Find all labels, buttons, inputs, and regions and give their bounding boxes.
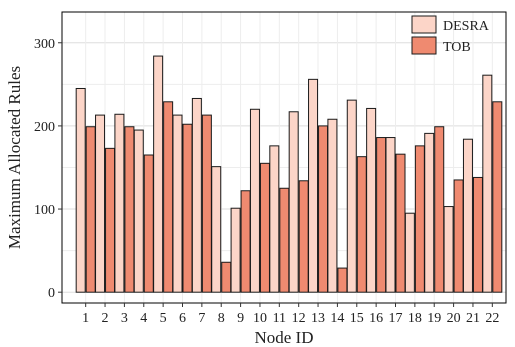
bar-tob-5 [163, 101, 174, 293]
bar-tob-2 [105, 147, 116, 293]
x-axis-label: Node ID [254, 328, 313, 347]
bar-tob-15 [356, 156, 367, 293]
bar-tob-1 [85, 126, 96, 293]
x-tick-label: 21 [466, 311, 480, 326]
legend-swatch-desra [411, 15, 437, 34]
bar-tob-7 [201, 114, 212, 293]
bar-tob-11 [279, 187, 290, 293]
x-tick-label: 17 [389, 311, 403, 326]
bar-desra-9 [230, 207, 241, 293]
y-tick-label: 100 [34, 203, 55, 218]
x-tick-label: 22 [485, 311, 499, 326]
y-tick-label: 0 [48, 286, 55, 301]
bar-tob-10 [259, 162, 270, 293]
bar-desra-2 [95, 114, 106, 293]
x-tick-label: 3 [121, 311, 128, 326]
x-tick-label: 5 [160, 311, 167, 326]
bar-tob-19 [434, 126, 445, 293]
x-tick-label: 19 [427, 311, 441, 326]
x-axis-ticks: 1 2 3 4 5 6 7 8 9 10 11 12 13 14 15 16 17 18 19 20 21 22 [82, 303, 499, 326]
legend-swatch-tob [411, 36, 437, 55]
y-axis-label: Maximum Allocated Rules [5, 66, 24, 249]
bar-desra-20 [443, 206, 454, 293]
y-tick-label: 200 [34, 120, 55, 135]
bar-tob-6 [182, 123, 193, 293]
bar-desra-6 [172, 114, 183, 293]
x-tick-label: 20 [447, 311, 461, 326]
bar-desra-17 [385, 137, 396, 293]
x-tick-label: 14 [330, 311, 344, 326]
bar-tob-8 [221, 261, 232, 293]
legend-label-tob: TOB [443, 40, 471, 55]
bar-tob-16 [376, 137, 387, 293]
x-tick-label: 2 [102, 311, 109, 326]
bar-tob-18 [414, 145, 425, 293]
bar-desra-16 [366, 107, 377, 293]
legend: DESRA TOB [411, 15, 490, 55]
bar-desra-11 [269, 145, 280, 293]
bar-tob-20 [453, 179, 464, 293]
bar-desra-22 [482, 74, 493, 293]
x-tick-label: 10 [253, 311, 267, 326]
y-tick-label: 300 [34, 37, 55, 52]
bar-tob-14 [337, 267, 348, 293]
bar-desra-8 [211, 166, 222, 293]
bar-tob-12 [298, 180, 309, 293]
bar-desra-3 [114, 113, 125, 293]
bar-desra-18 [404, 212, 415, 293]
x-tick-label: 15 [350, 311, 364, 326]
bar-desra-5 [153, 55, 164, 293]
x-tick-label: 13 [311, 311, 325, 326]
x-tick-label: 7 [198, 311, 205, 326]
bar-tob-13 [318, 125, 329, 293]
x-tick-label: 8 [218, 311, 225, 326]
x-tick-label: 6 [179, 311, 186, 326]
bar-desra-14 [327, 118, 338, 293]
bar-desra-13 [308, 78, 319, 293]
bar-desra-15 [346, 99, 357, 293]
bar-tob-4 [143, 154, 154, 293]
bar-tob-22 [492, 101, 503, 293]
bar-desra-10 [249, 108, 260, 293]
x-tick-label: 12 [292, 311, 306, 326]
x-tick-label: 18 [408, 311, 422, 326]
x-tick-label: 9 [237, 311, 244, 326]
plot-frame [61, 11, 507, 304]
bar-tob-3 [124, 126, 135, 293]
x-tick-label: 16 [369, 311, 383, 326]
bar-desra-19 [424, 132, 435, 293]
bars [75, 55, 503, 293]
y-axis-ticks: 0 100 200 300 [34, 37, 62, 301]
bar-tob-21 [472, 176, 483, 293]
bar-desra-21 [462, 138, 473, 293]
bar-desra-7 [191, 97, 202, 293]
x-tick-label: 4 [140, 311, 147, 326]
bar-tob-9 [240, 190, 251, 293]
x-tick-label: 11 [273, 311, 286, 326]
legend-label-desra: DESRA [443, 19, 490, 34]
bar-tob-17 [395, 153, 406, 293]
bar-desra-4 [133, 129, 144, 293]
bar-desra-12 [288, 111, 299, 293]
x-tick-label: 1 [82, 311, 89, 326]
bar-desra-1 [75, 87, 86, 293]
